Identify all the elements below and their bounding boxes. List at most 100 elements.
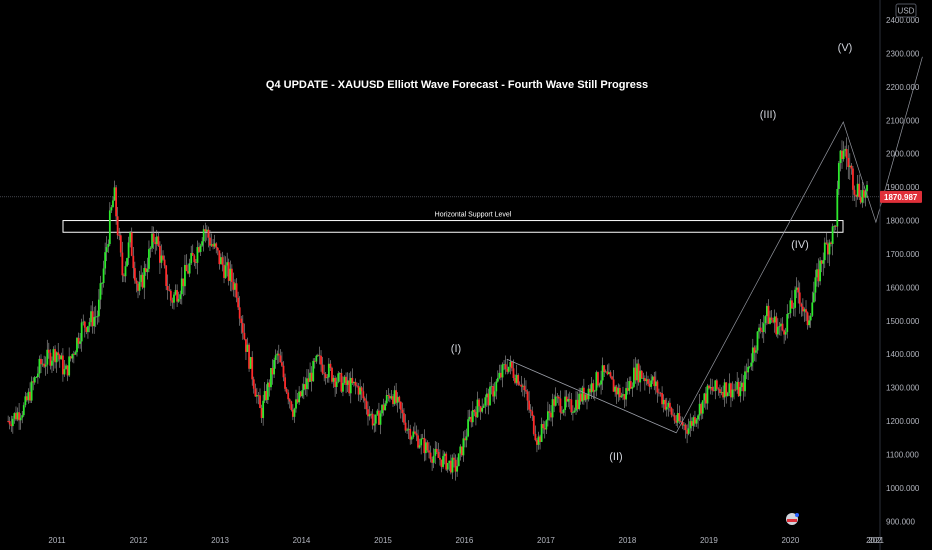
candle-body — [154, 241, 157, 245]
candle-body — [629, 381, 632, 389]
candle-body — [26, 396, 28, 401]
candle-body — [546, 411, 549, 421]
candle-body — [338, 373, 341, 374]
candle-body — [665, 406, 668, 410]
candle-body — [686, 429, 689, 434]
candle-body — [365, 400, 368, 410]
candle-body — [750, 362, 753, 367]
candle-body — [327, 363, 330, 378]
candle-body — [503, 364, 505, 366]
candle-body — [798, 292, 801, 304]
candle-body — [515, 374, 518, 383]
candle-body — [769, 317, 771, 324]
candle-body — [194, 262, 197, 263]
indicator-icon[interactable] — [786, 513, 799, 525]
candle-body — [459, 446, 462, 454]
candle-body — [556, 396, 559, 398]
candle-body — [30, 381, 33, 401]
candle-body — [773, 316, 776, 323]
candle-body — [22, 405, 25, 416]
candle-body — [709, 387, 712, 389]
indicator-icon-dot — [795, 513, 799, 517]
candle-body — [460, 446, 463, 456]
current-price-box — [880, 190, 922, 203]
elliott-wave-lines — [506, 56, 923, 434]
candle-body — [678, 413, 681, 422]
candle-body — [839, 150, 842, 163]
candle-body — [277, 353, 280, 356]
candle-body — [127, 242, 130, 259]
candle-body — [481, 407, 484, 412]
candle-body — [57, 352, 60, 356]
support-zone-rect — [62, 220, 844, 233]
y-tick-label: 1500.000 — [886, 317, 920, 326]
candle-body — [834, 226, 837, 227]
candle-body — [429, 452, 432, 460]
y-tick-label: 1600.000 — [886, 283, 920, 292]
candle-body — [576, 399, 579, 410]
candle-body — [395, 390, 398, 403]
candle-body — [320, 355, 322, 365]
candle-body — [360, 387, 363, 392]
candle-body — [137, 283, 139, 291]
currency-badge[interactable]: USD — [895, 3, 917, 18]
candle-body — [776, 326, 779, 335]
candle-body — [209, 237, 211, 246]
candle-body — [60, 355, 63, 360]
candle-body — [93, 317, 96, 327]
x-tick-label: 2016 — [456, 536, 474, 545]
candle-body — [169, 290, 172, 301]
candle-body — [442, 456, 444, 467]
candle-body — [528, 400, 531, 410]
candle-body — [756, 331, 759, 351]
candle-body — [827, 243, 829, 255]
candle-body — [642, 378, 645, 379]
candle-body — [29, 391, 31, 401]
candle-body — [766, 305, 768, 317]
candle-body — [426, 442, 429, 451]
candle-body — [135, 280, 138, 284]
candle-body — [132, 255, 135, 269]
candle-body — [687, 428, 690, 434]
candle-body — [151, 233, 153, 248]
candle-body — [648, 383, 651, 387]
candle-body — [187, 271, 189, 274]
candle-body — [634, 367, 637, 381]
candle-body — [449, 460, 452, 473]
candle-body — [595, 372, 598, 391]
candle-body — [248, 344, 250, 369]
candle-body — [310, 372, 313, 382]
candle-body — [631, 386, 634, 389]
candle-body — [697, 415, 699, 420]
candle-body — [848, 165, 851, 167]
candle-body — [659, 392, 662, 394]
candle-body — [374, 414, 377, 424]
candle-body — [473, 409, 476, 413]
candle-body — [62, 355, 64, 375]
candle-body — [199, 245, 202, 252]
candle-body — [742, 382, 745, 392]
candle-body — [501, 364, 504, 378]
candle-body — [607, 372, 610, 375]
candle-body — [126, 258, 128, 267]
candle-body — [284, 377, 286, 389]
candle-body — [714, 380, 717, 391]
candle-body — [468, 416, 471, 420]
candle-body — [324, 374, 327, 379]
candle-body — [723, 382, 726, 398]
candle-body — [443, 453, 446, 457]
candle-body — [301, 390, 304, 397]
candle-body — [819, 260, 821, 282]
candle-body — [298, 391, 301, 403]
candle-body — [15, 413, 17, 420]
candle-body — [542, 424, 545, 429]
price-axis[interactable]: 900.000 1000.000 1100.000 1200.000 1300.000 1… — [886, 16, 920, 526]
time-axis[interactable]: 2011 2012 2013 2014 2015 2016 2017 2018 2019 2020… — [48, 536, 884, 545]
candle-body — [476, 399, 479, 418]
candle-body — [337, 373, 340, 382]
candle-body — [561, 412, 563, 414]
candle-body — [719, 389, 721, 393]
candle-body — [262, 400, 265, 418]
candle-body — [636, 363, 638, 381]
